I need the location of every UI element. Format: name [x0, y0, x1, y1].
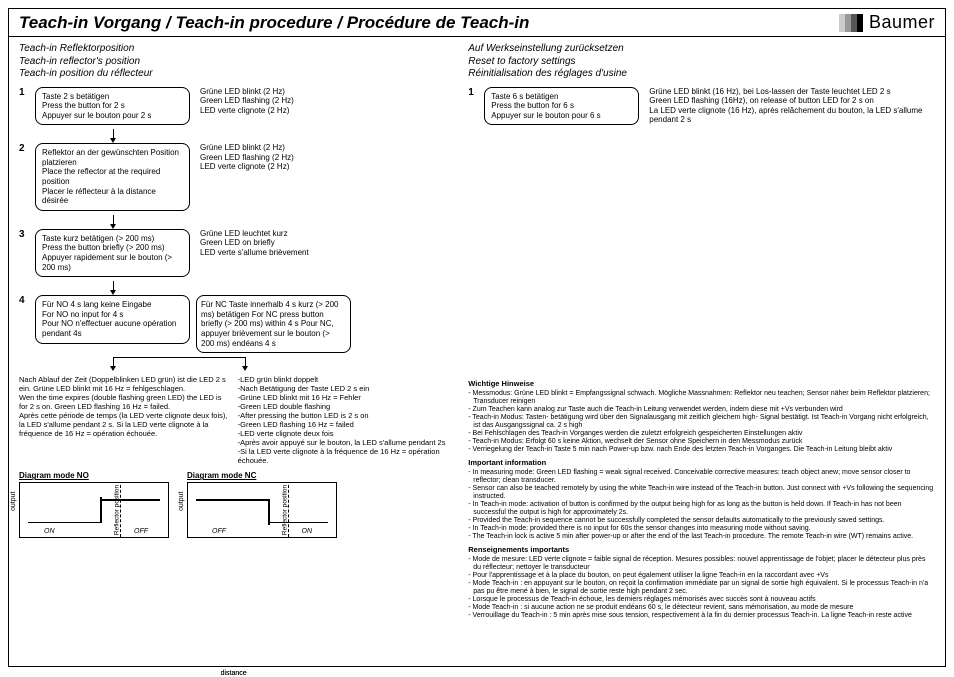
- content: Teach-in Reflektorposition Teach-in refl…: [9, 37, 945, 667]
- note-item: - Teach-in Modus: Tasten- betätigung wir…: [468, 414, 935, 430]
- step-side: Grüne LED blinkt (16 Hz), bei Los-lassen…: [645, 87, 935, 125]
- note-item: - Teach-in Modus: Erfolgt 60 s keine Akt…: [468, 438, 935, 446]
- head-fr: Réinitialisation des réglages d'usine: [468, 68, 935, 81]
- note-item: - Sensor can also be teached remotely by…: [468, 485, 935, 501]
- step-side: Grüne LED blinkt (2 Hz) Green LED flashi…: [196, 87, 448, 116]
- notes-title: Important information: [468, 459, 935, 468]
- note-item: - The Teach-in lock is active 5 min afte…: [468, 533, 935, 541]
- x-label: distance: [9, 670, 458, 677]
- step-1: 1 Taste 2 s betätigen Press the button f…: [19, 87, 448, 126]
- brand-name: Baumer: [869, 12, 935, 33]
- step-box: Taste kurz betätigen (> 200 ms) Press th…: [35, 229, 190, 277]
- bottom-text-left: Nach Ablauf der Zeit (Doppelblinken LED …: [19, 375, 230, 465]
- note-item: - Messmodus: Grüne LED blinkt = Empfangs…: [468, 390, 935, 406]
- notes-title: Renseignements importants: [468, 546, 935, 555]
- diagram-no: Diagram mode NO output Reflector positio…: [19, 471, 169, 538]
- off-label: OFF: [212, 528, 226, 535]
- diagram-title: Diagram mode NO: [19, 471, 169, 480]
- step-3: 3 Taste kurz betätigen (> 200 ms) Press …: [19, 229, 448, 277]
- notes-list: - In measuring mode: Green LED flashing …: [468, 469, 935, 541]
- branch-arrow-icon: [35, 357, 448, 371]
- on-label: ON: [302, 528, 313, 535]
- step-box: Taste 2 s betätigen Press the button for…: [35, 87, 190, 126]
- diagrams: Diagram mode NO output Reflector positio…: [19, 471, 448, 538]
- step-side-box: Für NC Taste innerhalb 4 s kurz (> 200 m…: [196, 295, 351, 353]
- arrow-down-icon: [113, 129, 448, 143]
- step-box: Taste 6 s betätigen Press the button for…: [484, 87, 639, 126]
- y-label: output: [178, 492, 185, 511]
- step-num: 2: [19, 143, 29, 154]
- head-de: Teach-in Reflektorposition: [19, 43, 448, 56]
- step-num: 1: [19, 87, 29, 98]
- step-4: 4 Für NO 4 s lang keine Eingabe For NO n…: [19, 295, 448, 353]
- note-item: - In Teach-in mode: provided there is no…: [468, 525, 935, 533]
- diagram-body: output Reflector position ON OFF: [19, 482, 169, 538]
- diagram-title: Diagram mode NC: [187, 471, 337, 480]
- step-num: 4: [19, 295, 29, 306]
- note-item: - Zum Teachen kann analog zur Taste auch…: [468, 406, 935, 414]
- step-num: 3: [19, 229, 29, 240]
- step-side: Grüne LED blinkt (2 Hz) Green LED flashi…: [196, 143, 448, 172]
- bottom-text-right: -LED grün blinkt doppelt -Nach Betätigun…: [238, 375, 449, 465]
- step-side: Grüne LED leuchtet kurz Green LED on bri…: [196, 229, 448, 258]
- brand-swatch-icon: [839, 14, 863, 32]
- section-head-left: Teach-in Reflektorposition Teach-in refl…: [19, 43, 448, 81]
- step-box: Reflektor an der gewünschten Position pl…: [35, 143, 190, 211]
- note-item: - Mode de mesure: LED verte clignote = f…: [468, 556, 935, 572]
- diagram-nc: Diagram mode NC output Reflector positio…: [187, 471, 337, 538]
- notes-list: - Messmodus: Grüne LED blinkt = Empfangs…: [468, 390, 935, 454]
- note-item: - Verrouillage du Teach-in : 5 min après…: [468, 612, 935, 620]
- step-box: Für NO 4 s lang keine Eingabe For NO no …: [35, 295, 190, 343]
- on-label: ON: [44, 528, 55, 535]
- note-item: - Provided the Teach-in sequence cannot …: [468, 517, 935, 525]
- bottom-text: Nach Ablauf der Zeit (Doppelblinken LED …: [19, 375, 448, 465]
- note-item: - Bei Fehlschlagen des Teach-in Vorgange…: [468, 430, 935, 438]
- head-fr: Teach-in position du réflecteur: [19, 68, 448, 81]
- notes-de: Wichtige Hinweise - Messmodus: Grüne LED…: [468, 380, 935, 620]
- arrow-down-icon: [113, 215, 448, 229]
- head-en: Reset to factory settings: [468, 56, 935, 69]
- page-title: Teach-in Vorgang / Teach-in procedure / …: [19, 13, 529, 33]
- y-label: output: [10, 492, 17, 511]
- column-reflector: Teach-in Reflektorposition Teach-in refl…: [9, 37, 458, 667]
- arrow-down-icon: [113, 281, 448, 295]
- head-de: Auf Werkseinstellung zurücksetzen: [468, 43, 935, 56]
- header: Teach-in Vorgang / Teach-in procedure / …: [9, 9, 945, 37]
- step-num: 1: [468, 87, 478, 98]
- note-item: - Pour l'apprentissage et à la place du …: [468, 572, 935, 580]
- document-frame: Teach-in Vorgang / Teach-in procedure / …: [8, 8, 946, 667]
- step-2: 2 Reflektor an der gewünschten Position …: [19, 143, 448, 211]
- note-item: - In Teach-in mode: activation of button…: [468, 501, 935, 517]
- notes-title: Wichtige Hinweise: [468, 380, 935, 389]
- note-item: - Verriegelung der Teach-in Taste 5 min …: [468, 446, 935, 454]
- note-item: - Lorsque le processus de Teach-in échou…: [468, 596, 935, 604]
- note-item: - Mode Teach-in : en appuyant sur le bou…: [468, 580, 935, 596]
- reset-step-1: 1 Taste 6 s betätigen Press the button f…: [468, 87, 935, 126]
- note-item: - Mode Teach-in : si aucune action ne se…: [468, 604, 935, 612]
- section-head-right: Auf Werkseinstellung zurücksetzen Reset …: [468, 43, 935, 81]
- brand: Baumer: [839, 12, 935, 33]
- column-reset: Auf Werkseinstellung zurücksetzen Reset …: [458, 37, 945, 667]
- head-en: Teach-in reflector's position: [19, 56, 448, 69]
- notes-list: - Mode de mesure: LED verte clignote = f…: [468, 556, 935, 620]
- off-label: OFF: [134, 528, 148, 535]
- diagram-body: output Reflector position OFF ON: [187, 482, 337, 538]
- note-item: - In measuring mode: Green LED flashing …: [468, 469, 935, 485]
